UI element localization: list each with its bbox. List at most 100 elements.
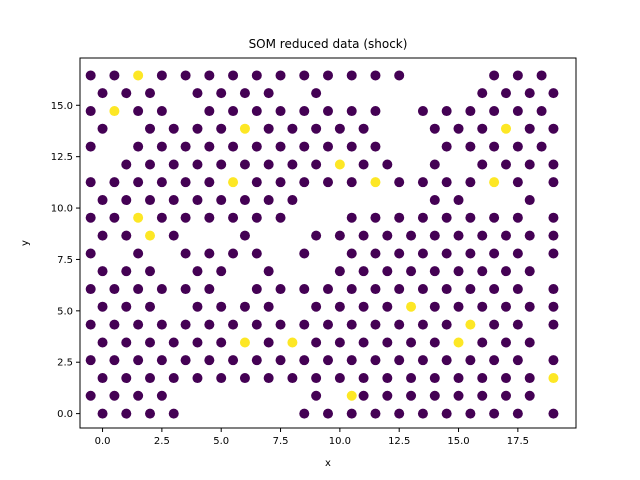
- point-class0-264: [145, 123, 156, 134]
- point-class0-4: [299, 408, 310, 419]
- point-class0-5: [323, 408, 333, 419]
- point-class0-14: [548, 408, 559, 419]
- point-class1-10: [370, 177, 381, 188]
- point-class0-28: [97, 373, 108, 384]
- y-tick-label: 7.5: [57, 255, 73, 266]
- point-class0-142: [216, 266, 227, 277]
- point-class0-129: [346, 284, 357, 295]
- point-class0-2: [145, 408, 156, 419]
- point-class0-138: [97, 266, 108, 277]
- point-class0-33: [216, 373, 227, 384]
- point-class1-2: [239, 337, 250, 348]
- point-class0-202: [121, 195, 132, 206]
- point-class0-81: [500, 337, 511, 348]
- point-class0-88: [204, 319, 215, 330]
- point-class0-136: [512, 284, 523, 295]
- point-class0-195: [417, 212, 428, 223]
- point-class0-188: [204, 212, 215, 223]
- point-class0-123: [180, 284, 191, 295]
- point-class0-219: [251, 177, 262, 188]
- point-class0-287: [346, 106, 357, 117]
- point-class0-289: [417, 106, 428, 117]
- point-class0-167: [512, 248, 523, 259]
- y-tick-label: 15.0: [51, 101, 73, 112]
- point-class0-99: [489, 319, 500, 330]
- point-class0-149: [453, 266, 464, 277]
- point-class0-246: [85, 141, 96, 152]
- point-class0-173: [311, 230, 322, 241]
- point-class0-215: [133, 177, 144, 188]
- point-class0-305: [524, 88, 535, 99]
- y-tick-label: 10.0: [51, 204, 73, 215]
- point-class0-182: [524, 230, 535, 241]
- point-class0-180: [477, 230, 488, 241]
- point-class0-103: [121, 301, 132, 312]
- point-class0-262: [536, 141, 547, 152]
- point-class0-70: [168, 337, 179, 348]
- point-class0-40: [382, 373, 393, 384]
- y-axis-label: y: [20, 240, 31, 246]
- point-class0-269: [287, 123, 298, 134]
- point-class0-203: [145, 195, 156, 206]
- point-class0-225: [417, 177, 428, 188]
- point-class0-160: [346, 248, 357, 259]
- point-class0-49: [133, 355, 144, 366]
- point-class0-42: [429, 373, 440, 384]
- point-class0-67: [97, 337, 108, 348]
- point-class0-71: [192, 337, 203, 348]
- x-tick-label: 0.0: [95, 436, 111, 447]
- point-class0-233: [192, 159, 203, 170]
- y-tick-label: 0.0: [57, 409, 73, 420]
- point-class0-170: [121, 230, 132, 241]
- point-class0-128: [323, 284, 333, 295]
- point-class0-201: [97, 195, 108, 206]
- point-class0-301: [263, 88, 274, 99]
- point-class0-73: [263, 337, 274, 348]
- point-class0-311: [204, 70, 215, 81]
- point-class0-259: [465, 141, 476, 152]
- point-class0-124: [204, 284, 215, 295]
- point-class0-90: [251, 319, 262, 330]
- point-class0-281: [204, 106, 215, 117]
- point-class0-258: [441, 141, 452, 152]
- point-class0-95: [370, 319, 381, 330]
- point-class0-253: [275, 141, 286, 152]
- point-class0-199: [512, 212, 523, 223]
- point-class0-193: [370, 212, 381, 223]
- point-class0-240: [382, 159, 393, 170]
- point-class0-229: [548, 177, 559, 188]
- point-class0-57: [323, 355, 333, 366]
- point-class0-9: [417, 408, 428, 419]
- point-class0-313: [251, 70, 262, 81]
- point-class0-283: [251, 106, 262, 117]
- point-class0-221: [299, 177, 310, 188]
- point-class0-62: [441, 355, 452, 366]
- point-class0-63: [465, 355, 476, 366]
- point-class0-6: [346, 408, 357, 419]
- point-class0-86: [156, 319, 167, 330]
- point-class0-232: [168, 159, 179, 170]
- point-class0-97: [417, 319, 428, 330]
- point-class0-39: [358, 373, 369, 384]
- point-class0-36: [287, 373, 298, 384]
- point-class0-297: [145, 88, 156, 99]
- point-class0-235: [239, 159, 250, 170]
- point-class0-68: [121, 337, 132, 348]
- point-class0-295: [97, 88, 108, 99]
- point-class0-206: [216, 195, 227, 206]
- point-class0-34: [239, 373, 250, 384]
- point-class0-276: [524, 123, 535, 134]
- point-class0-10: [441, 408, 452, 419]
- point-class0-171: [168, 230, 179, 241]
- point-class0-98: [441, 319, 452, 330]
- point-class0-126: [275, 284, 286, 295]
- point-class0-56: [299, 355, 310, 366]
- point-class0-130: [370, 284, 381, 295]
- point-class0-135: [489, 284, 500, 295]
- point-class0-154: [133, 248, 144, 259]
- y-tick-label: 5.0: [57, 306, 73, 317]
- point-class0-53: [228, 355, 239, 366]
- point-class0-200: [548, 212, 559, 223]
- point-class0-322: [536, 70, 547, 81]
